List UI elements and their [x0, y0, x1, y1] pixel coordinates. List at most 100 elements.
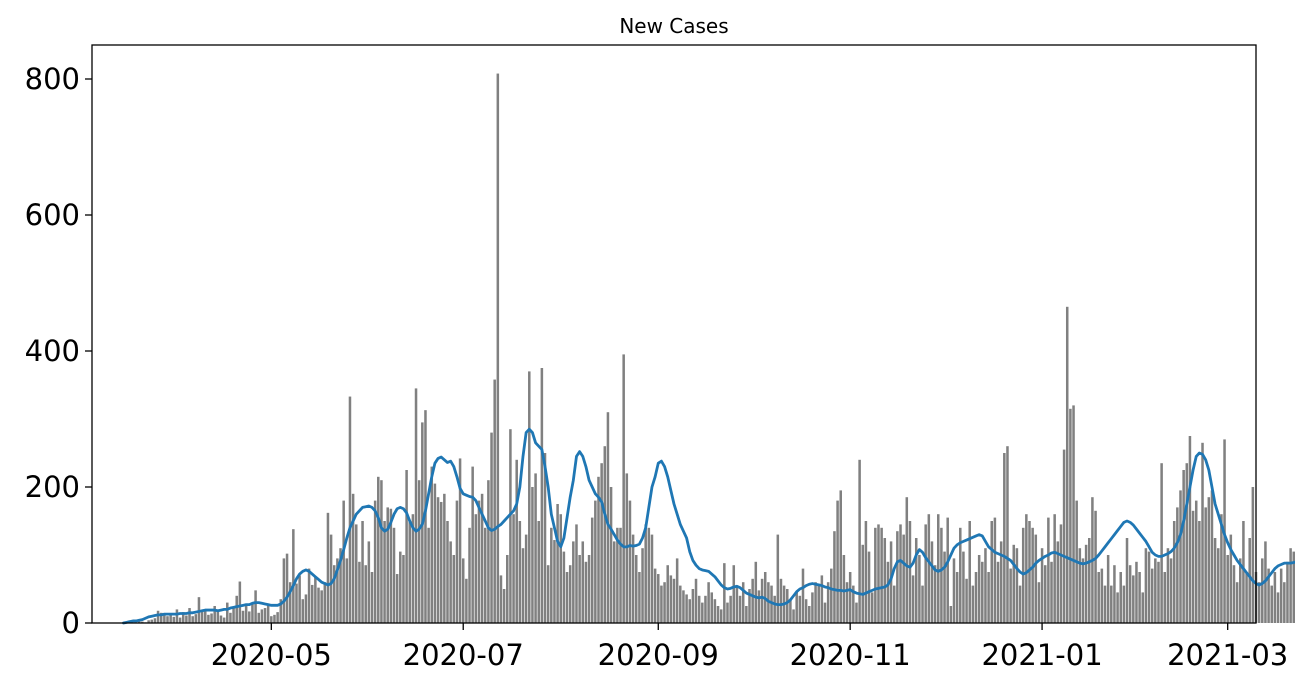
bar: [1065, 306, 1069, 623]
bar: [946, 517, 949, 623]
bar: [229, 612, 232, 623]
bar: [1103, 585, 1107, 623]
bar: [968, 521, 971, 623]
bar: [496, 73, 500, 623]
bar: [411, 514, 415, 623]
bar: [990, 521, 993, 623]
bar: [638, 572, 641, 623]
bar: [826, 582, 830, 623]
bar: [1006, 446, 1009, 623]
bar: [1220, 514, 1223, 623]
bar: [468, 527, 471, 623]
y-tick-label: 200: [25, 470, 80, 504]
bar: [811, 592, 814, 623]
bar: [745, 606, 748, 623]
bar: [137, 620, 141, 623]
bar: [710, 592, 714, 623]
bar: [282, 558, 286, 623]
bar: [348, 396, 352, 623]
bar: [1106, 555, 1110, 623]
bar: [914, 538, 918, 623]
bar: [1081, 558, 1085, 623]
y-axis: 0 200 400 600 800: [25, 62, 92, 640]
bar: [908, 521, 912, 623]
bar: [940, 527, 943, 623]
bar: [477, 500, 481, 623]
bar: [1251, 487, 1255, 623]
bar: [1267, 568, 1270, 623]
bar: [455, 500, 459, 623]
bar: [172, 616, 176, 623]
bar: [1122, 585, 1126, 623]
bar: [191, 616, 194, 623]
bar: [675, 558, 679, 623]
bar: [1292, 551, 1295, 623]
bar: [150, 619, 154, 623]
bar: [716, 606, 720, 623]
bar: [1047, 517, 1050, 623]
bar: [713, 599, 717, 623]
bar: [1179, 490, 1182, 623]
bar: [1009, 568, 1012, 623]
bar: [1157, 561, 1160, 623]
bar: [1235, 582, 1239, 623]
bar: [288, 582, 292, 623]
bar: [292, 529, 295, 623]
bar: [930, 541, 934, 623]
bar: [701, 602, 704, 623]
bar: [553, 540, 556, 623]
bar: [430, 466, 434, 623]
bar: [1261, 558, 1264, 623]
bar: [644, 524, 647, 623]
bar: [896, 531, 899, 623]
bar: [870, 592, 874, 623]
bar: [515, 459, 518, 623]
bar: [779, 578, 783, 623]
bar: [351, 493, 355, 623]
bar: [1198, 521, 1201, 623]
bar: [204, 609, 207, 623]
bar: [653, 568, 657, 623]
bar: [688, 599, 691, 623]
bar: [524, 534, 528, 623]
bar: [1201, 442, 1204, 623]
bar: [905, 497, 909, 623]
bar: [320, 590, 323, 623]
bar: [452, 555, 456, 623]
bar: [364, 565, 367, 623]
bar: [499, 575, 503, 623]
bar: [276, 612, 279, 623]
bar: [726, 602, 729, 623]
bar: [952, 558, 956, 623]
bar: [804, 599, 808, 623]
bar: [845, 582, 849, 623]
bar: [307, 568, 311, 623]
bar: [977, 555, 981, 623]
bar: [1062, 449, 1066, 623]
bar: [345, 558, 349, 623]
bar: [842, 555, 846, 623]
bar: [210, 613, 213, 623]
bar: [619, 527, 622, 623]
bar: [251, 602, 254, 623]
bar: [141, 621, 144, 623]
bar: [534, 473, 537, 623]
bar: [707, 582, 710, 623]
bar: [572, 541, 575, 623]
bar: [773, 595, 776, 623]
bar: [446, 521, 449, 623]
bar: [355, 524, 358, 623]
bar: [358, 561, 361, 623]
bar: [1270, 585, 1273, 623]
bar: [1232, 565, 1236, 623]
bar: [389, 508, 393, 623]
bar: [959, 527, 962, 623]
y-tick-label: 800: [25, 62, 80, 96]
bar: [981, 561, 984, 623]
y-tick-label: 0: [62, 606, 80, 640]
bar: [427, 527, 430, 623]
bar: [889, 541, 893, 623]
bar: [1216, 548, 1220, 623]
bar: [864, 521, 868, 623]
bar: [531, 487, 534, 623]
